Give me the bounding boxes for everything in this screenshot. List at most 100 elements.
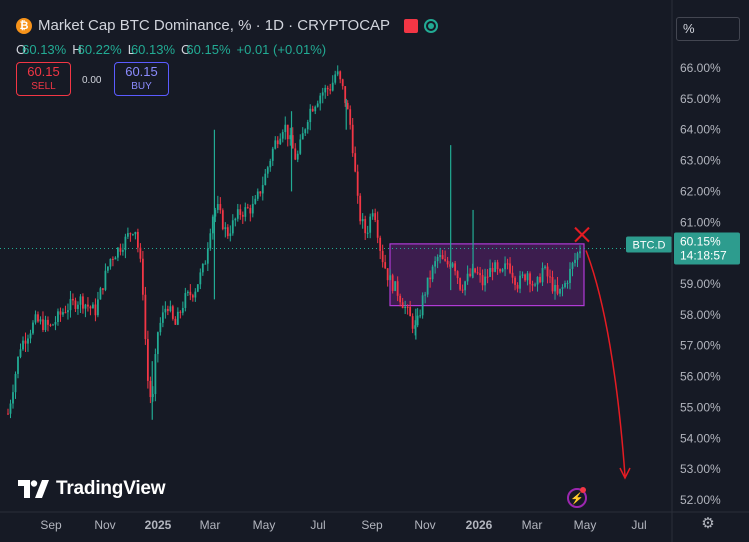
candle-body [17,356,19,374]
candle-body [57,311,59,322]
candle-body [514,277,516,285]
candle-body [186,291,189,294]
x-tick-label: Mar [200,518,221,532]
candle-body [191,295,194,298]
candle-body [82,296,84,309]
candle-body [74,300,77,309]
candle-body [139,247,142,259]
down-arrow-curve [585,250,626,477]
candle-body [284,124,287,133]
candle-body [541,267,544,283]
buy-button[interactable]: 60.15 BUY [114,62,169,96]
candle-body [531,284,534,286]
price-tag-value: 60.15% [680,235,721,249]
y-tick-label: 62.00% [680,184,721,198]
symbol-title[interactable]: Market Cap BTC Dominance, % · 1D · CRYPT… [38,17,391,34]
x-tick-label: Nov [414,518,435,532]
open-value: 60.13% [22,42,67,57]
candle-body [32,322,34,334]
candle-body [394,281,397,291]
chart-header: ₿ Market Cap BTC Dominance, % · 1D · CRY… [16,17,439,34]
candle-body [166,308,169,312]
candle-body [89,306,92,309]
candle-body [536,276,539,285]
candle-body [564,283,566,288]
settings-gear-icon[interactable]: ⚙ [701,515,715,532]
candle-body [444,259,447,261]
candle-body [479,273,481,276]
candle-body [434,261,437,267]
candle-body [107,266,109,271]
candle-body [344,86,347,103]
candle-body [389,275,392,281]
flag-icon[interactable] [404,18,419,33]
candle-body [87,304,89,307]
candle-body [146,339,149,381]
candle-body [179,311,182,313]
candle-body [99,288,102,300]
candle-body [29,333,32,339]
candle-body [504,263,506,270]
candle-body [461,289,464,291]
candle-body [239,209,242,215]
candle-body [321,92,324,96]
candle-body [259,191,262,194]
candle-body [149,380,152,398]
candle-body [161,312,164,323]
y-tick-label: 55.00% [680,400,721,414]
candle-body [42,319,44,331]
candle-body [39,319,42,322]
candle-body [476,272,479,274]
unit-selector[interactable]: % [676,17,740,41]
x-tick-label: Nov [94,518,115,532]
candle-body [304,129,307,134]
candle-body [429,277,432,280]
candle-body [216,204,219,210]
candle-body [326,87,329,90]
lightning-icon[interactable]: ⚡ [567,488,587,508]
x-tick-label: 2025 [145,518,172,532]
y-tick-label: 53.00% [680,462,721,476]
candle-body [156,332,159,355]
candle-body [109,258,112,267]
candle-body [211,216,214,234]
candle-body [469,273,471,277]
y-tick-label: 54.00% [680,431,721,445]
candle-body [399,295,402,303]
y-tick-label: 65.00% [680,92,721,106]
candle-body [516,284,519,289]
candle-body [371,213,374,217]
candle-body [97,299,99,316]
candle-body [9,403,12,414]
candle-body [336,71,339,75]
candle-body [224,227,227,230]
candle-body [189,291,192,296]
y-tick-label: 64.00% [680,123,721,137]
y-tick-label: 52.00% [680,493,721,507]
x-tick-label: Sep [40,518,62,532]
tradingview-logo[interactable]: TradingView [18,478,166,500]
candle-body [556,285,559,294]
candle-body [22,340,24,350]
candle-body [244,207,247,217]
candle-body [494,262,496,272]
candle-body [396,281,399,296]
candle-body [236,209,239,219]
watermark-text: TradingView [56,478,166,499]
candle-body [102,288,104,290]
high-key: H [72,42,82,57]
candle-body [379,237,382,251]
candle-body [534,284,536,286]
candle-body [351,124,354,154]
candle-body [339,71,342,80]
candle-body [441,255,444,260]
candle-body [354,153,357,172]
candle-body [306,122,309,130]
candle-body [19,349,22,357]
sell-button[interactable]: 60.15 SELL [16,62,71,96]
candle-body [129,233,132,235]
candle-body [112,258,114,260]
candle-body [194,291,197,298]
